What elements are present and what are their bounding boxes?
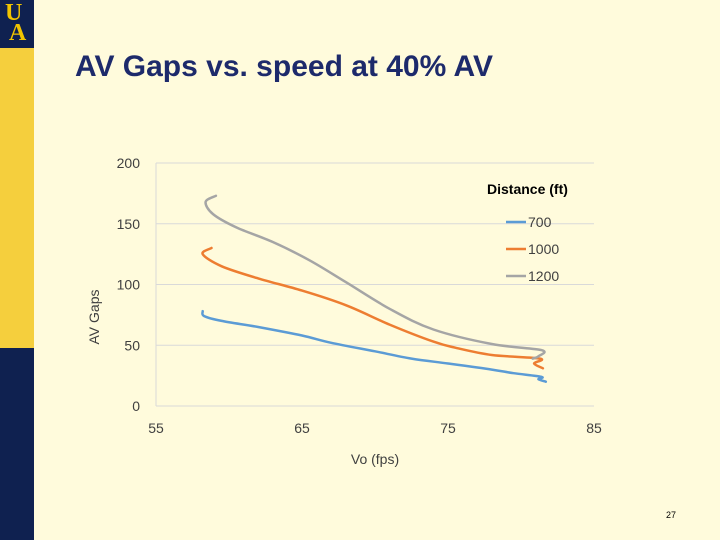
x-tick-label: 75 [440,420,456,436]
x-axis-title: Vo (fps) [351,451,399,467]
chart-legend: Distance (ft) 700 1000 1200 [487,181,568,284]
y-tick-label: 50 [124,337,140,353]
series-lines [201,194,548,383]
x-tick-label: 65 [294,420,310,436]
y-tick-label: 0 [132,398,140,414]
legend-label-700: 700 [528,214,552,230]
x-tick-label: 55 [148,420,164,436]
logo-letter-u: U [5,0,23,26]
legend-label-1200: 1200 [528,268,559,284]
university-logo: U A [0,0,34,48]
gold-accent-strip [0,48,34,348]
series-line-1200 [204,194,546,360]
logo-letter-a: A [9,20,27,46]
chart-gridlines [155,162,594,407]
y-tick-label: 100 [117,277,141,293]
series-line-700 [201,309,548,383]
y-tick-label: 200 [117,155,141,171]
slide-background [34,0,720,540]
sidebar-band: U A [0,0,34,540]
page-number: 27 [666,510,677,520]
series-line-1000 [201,246,545,370]
legend-title: Distance (ft) [487,181,568,197]
y-axis-title: AV Gaps [86,290,102,345]
y-tick-label: 150 [117,216,141,232]
y-tick-labels: 0 50 100 150 200 [117,155,141,414]
slide-title: AV Gaps vs. speed at 40% AV [75,50,493,83]
x-tick-label: 85 [586,420,602,436]
legend-label-1000: 1000 [528,241,559,257]
x-tick-labels: 55 65 75 85 [148,420,602,436]
